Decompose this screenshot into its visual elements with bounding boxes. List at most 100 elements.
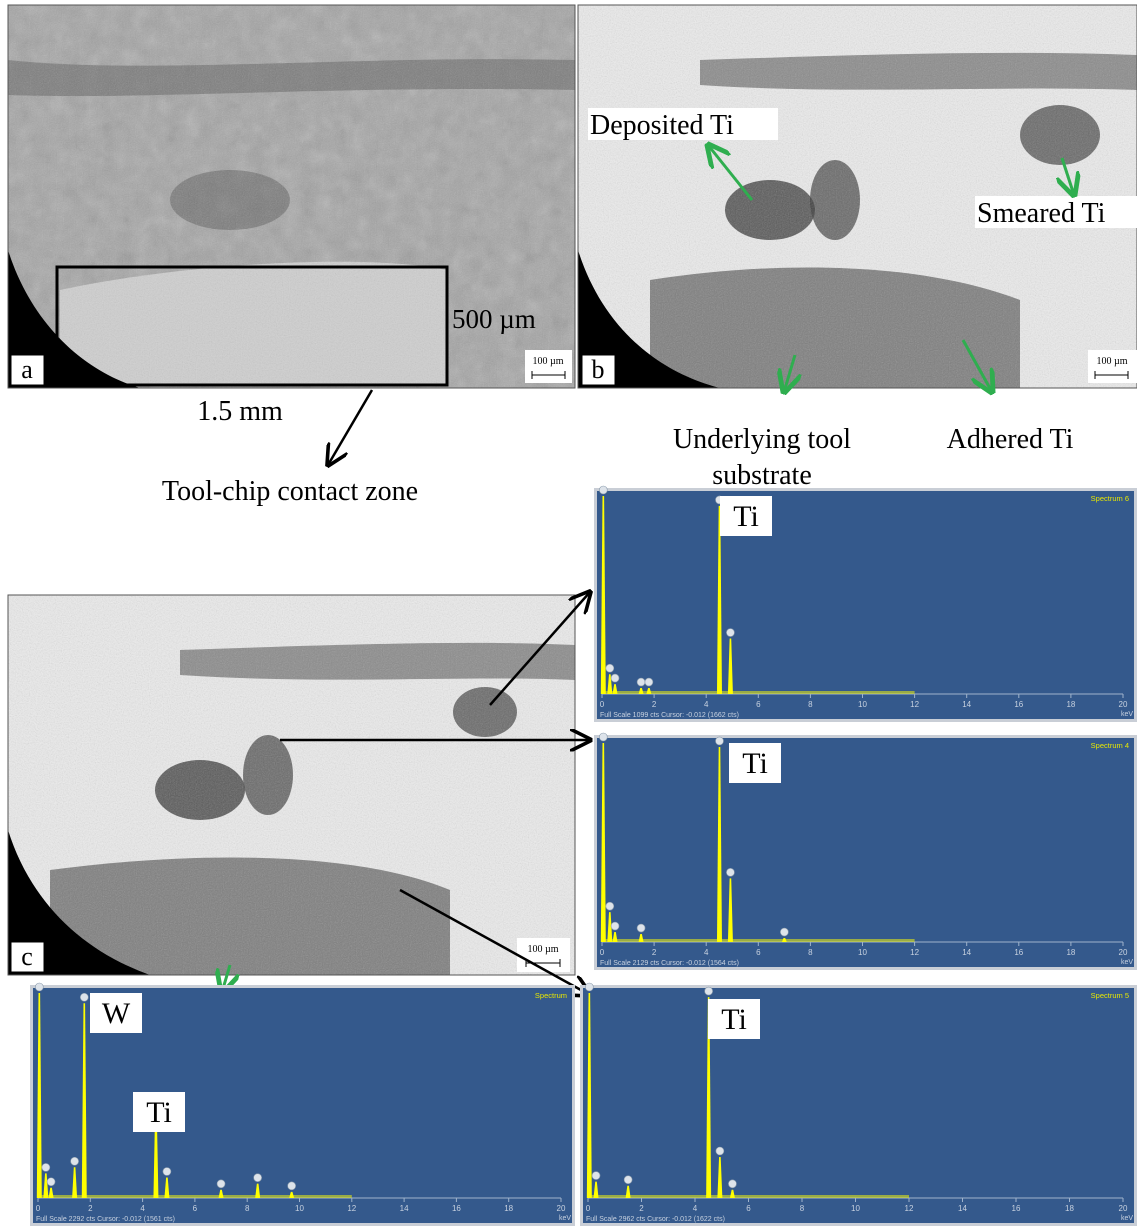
tick-label: 10 — [295, 1204, 304, 1213]
tick-label: 4 — [693, 1204, 698, 1213]
sem-image-c — [8, 595, 575, 975]
scale-bar-label: 100 µm — [527, 944, 558, 955]
tick-label: 0 — [586, 1204, 591, 1213]
peak-marker — [42, 1163, 50, 1171]
peak-marker — [624, 1176, 632, 1184]
dimension-label: 500 µm — [452, 304, 536, 334]
tick-label: 0 — [600, 700, 605, 709]
peak-marker — [288, 1182, 296, 1190]
baseline-noise — [38, 1195, 352, 1198]
peak-marker — [47, 1178, 55, 1186]
tick-label: 16 — [1014, 948, 1023, 957]
tick-label: 2 — [652, 700, 657, 709]
peak-marker — [163, 1168, 171, 1176]
tick-label: 2 — [88, 1204, 93, 1213]
annotation: Adhered Ti — [947, 424, 1074, 455]
figure: a 500 µm 100 µm 1.5 mm Tool-chip contact… — [0, 0, 1137, 1226]
eds-spectrum: 02468101214161820keVFull Scale 2129 cts … — [596, 733, 1136, 969]
spectrum-background — [596, 490, 1136, 721]
peak-marker — [637, 924, 645, 932]
peak-marker — [716, 1147, 724, 1155]
peak-marker — [80, 993, 88, 1001]
spectrum-title: Spectrum — [535, 991, 567, 1000]
tick-label: 0 — [36, 1204, 41, 1213]
element-label: Ti — [742, 747, 768, 780]
peak-marker — [606, 902, 614, 910]
peak-marker — [705, 987, 713, 995]
panel-label: a — [21, 355, 33, 384]
spectrum-background — [596, 737, 1136, 969]
peak-marker — [71, 1157, 79, 1165]
element-label: Ti — [721, 1003, 747, 1036]
peak-marker — [780, 928, 788, 936]
annotation: Tool-chip contact zone — [162, 476, 418, 507]
peak-marker — [726, 629, 734, 637]
element-label: Ti — [146, 1096, 172, 1129]
tick-label: 12 — [910, 948, 919, 957]
tick-label: 16 — [1012, 1204, 1021, 1213]
tick-label: 6 — [193, 1204, 198, 1213]
tick-label: 0 — [600, 948, 605, 957]
tick-label: 6 — [746, 1204, 751, 1213]
axis-unit: keV — [1121, 711, 1133, 718]
scale-bar-label: 100 µm — [1096, 356, 1127, 367]
spectrum-title: Spectrum 6 — [1091, 494, 1129, 503]
baseline-noise — [602, 691, 915, 694]
baseline-noise — [588, 1195, 909, 1198]
tick-label: 10 — [858, 700, 867, 709]
tick-label: 10 — [858, 948, 867, 957]
tick-label: 14 — [962, 948, 971, 957]
panel-label: b — [592, 355, 605, 384]
peak-marker — [611, 922, 619, 930]
tick-label: 4 — [140, 1204, 145, 1213]
tick-label: 12 — [347, 1204, 356, 1213]
peak-marker — [217, 1180, 225, 1188]
peak-marker — [599, 486, 607, 494]
peak-marker — [611, 674, 619, 682]
tick-label: 14 — [958, 1204, 967, 1213]
peak-marker — [728, 1180, 736, 1188]
tick-label: 18 — [504, 1204, 513, 1213]
tick-label: 20 — [557, 1204, 566, 1213]
tick-label: 18 — [1065, 1204, 1074, 1213]
annotation: Smeared Ti — [977, 198, 1106, 229]
scale-bar-label: 100 µm — [532, 356, 563, 367]
tick-label: 18 — [1066, 700, 1075, 709]
peak-marker — [715, 737, 723, 745]
element-label: Ti — [733, 500, 759, 533]
tick-label: 18 — [1066, 948, 1075, 957]
panel-label: c — [21, 942, 33, 971]
spectrum-footer: Full Scale 2129 cts Cursor: -0.012 (1564… — [600, 960, 739, 967]
peak-marker — [254, 1174, 262, 1182]
axis-unit: keV — [1121, 959, 1133, 966]
tick-label: 8 — [800, 1204, 805, 1213]
tick-label: 2 — [652, 948, 657, 957]
spectrum-footer: Full Scale 2962 cts Cursor: -0.012 (1622… — [586, 1216, 725, 1223]
tick-label: 4 — [704, 948, 709, 957]
peak-marker — [726, 868, 734, 876]
tick-label: 10 — [851, 1204, 860, 1213]
tick-label: 8 — [808, 700, 813, 709]
tick-label: 6 — [756, 948, 761, 957]
axis-unit: keV — [559, 1215, 571, 1222]
peak-marker — [645, 678, 653, 686]
tick-label: 12 — [905, 1204, 914, 1213]
peak-marker — [606, 664, 614, 672]
arrow — [328, 390, 372, 465]
peak-marker — [637, 678, 645, 686]
tick-label: 4 — [704, 700, 709, 709]
tick-label: 2 — [639, 1204, 644, 1213]
annotation: Deposited Ti — [590, 110, 734, 141]
spectrum-footer: Full Scale 2292 cts Cursor: -0.012 (1561… — [36, 1216, 175, 1223]
dimension-label: 1.5 mm — [197, 396, 283, 427]
page: a 500 µm 100 µm 1.5 mm Tool-chip contact… — [0, 0, 1137, 1226]
element-label: W — [102, 997, 131, 1030]
spectrum-title: Spectrum 4 — [1091, 741, 1129, 750]
annotation: Underlying tool — [673, 424, 851, 455]
axis-unit: keV — [1121, 1215, 1133, 1222]
tick-label: 16 — [452, 1204, 461, 1213]
tick-label: 20 — [1119, 700, 1128, 709]
